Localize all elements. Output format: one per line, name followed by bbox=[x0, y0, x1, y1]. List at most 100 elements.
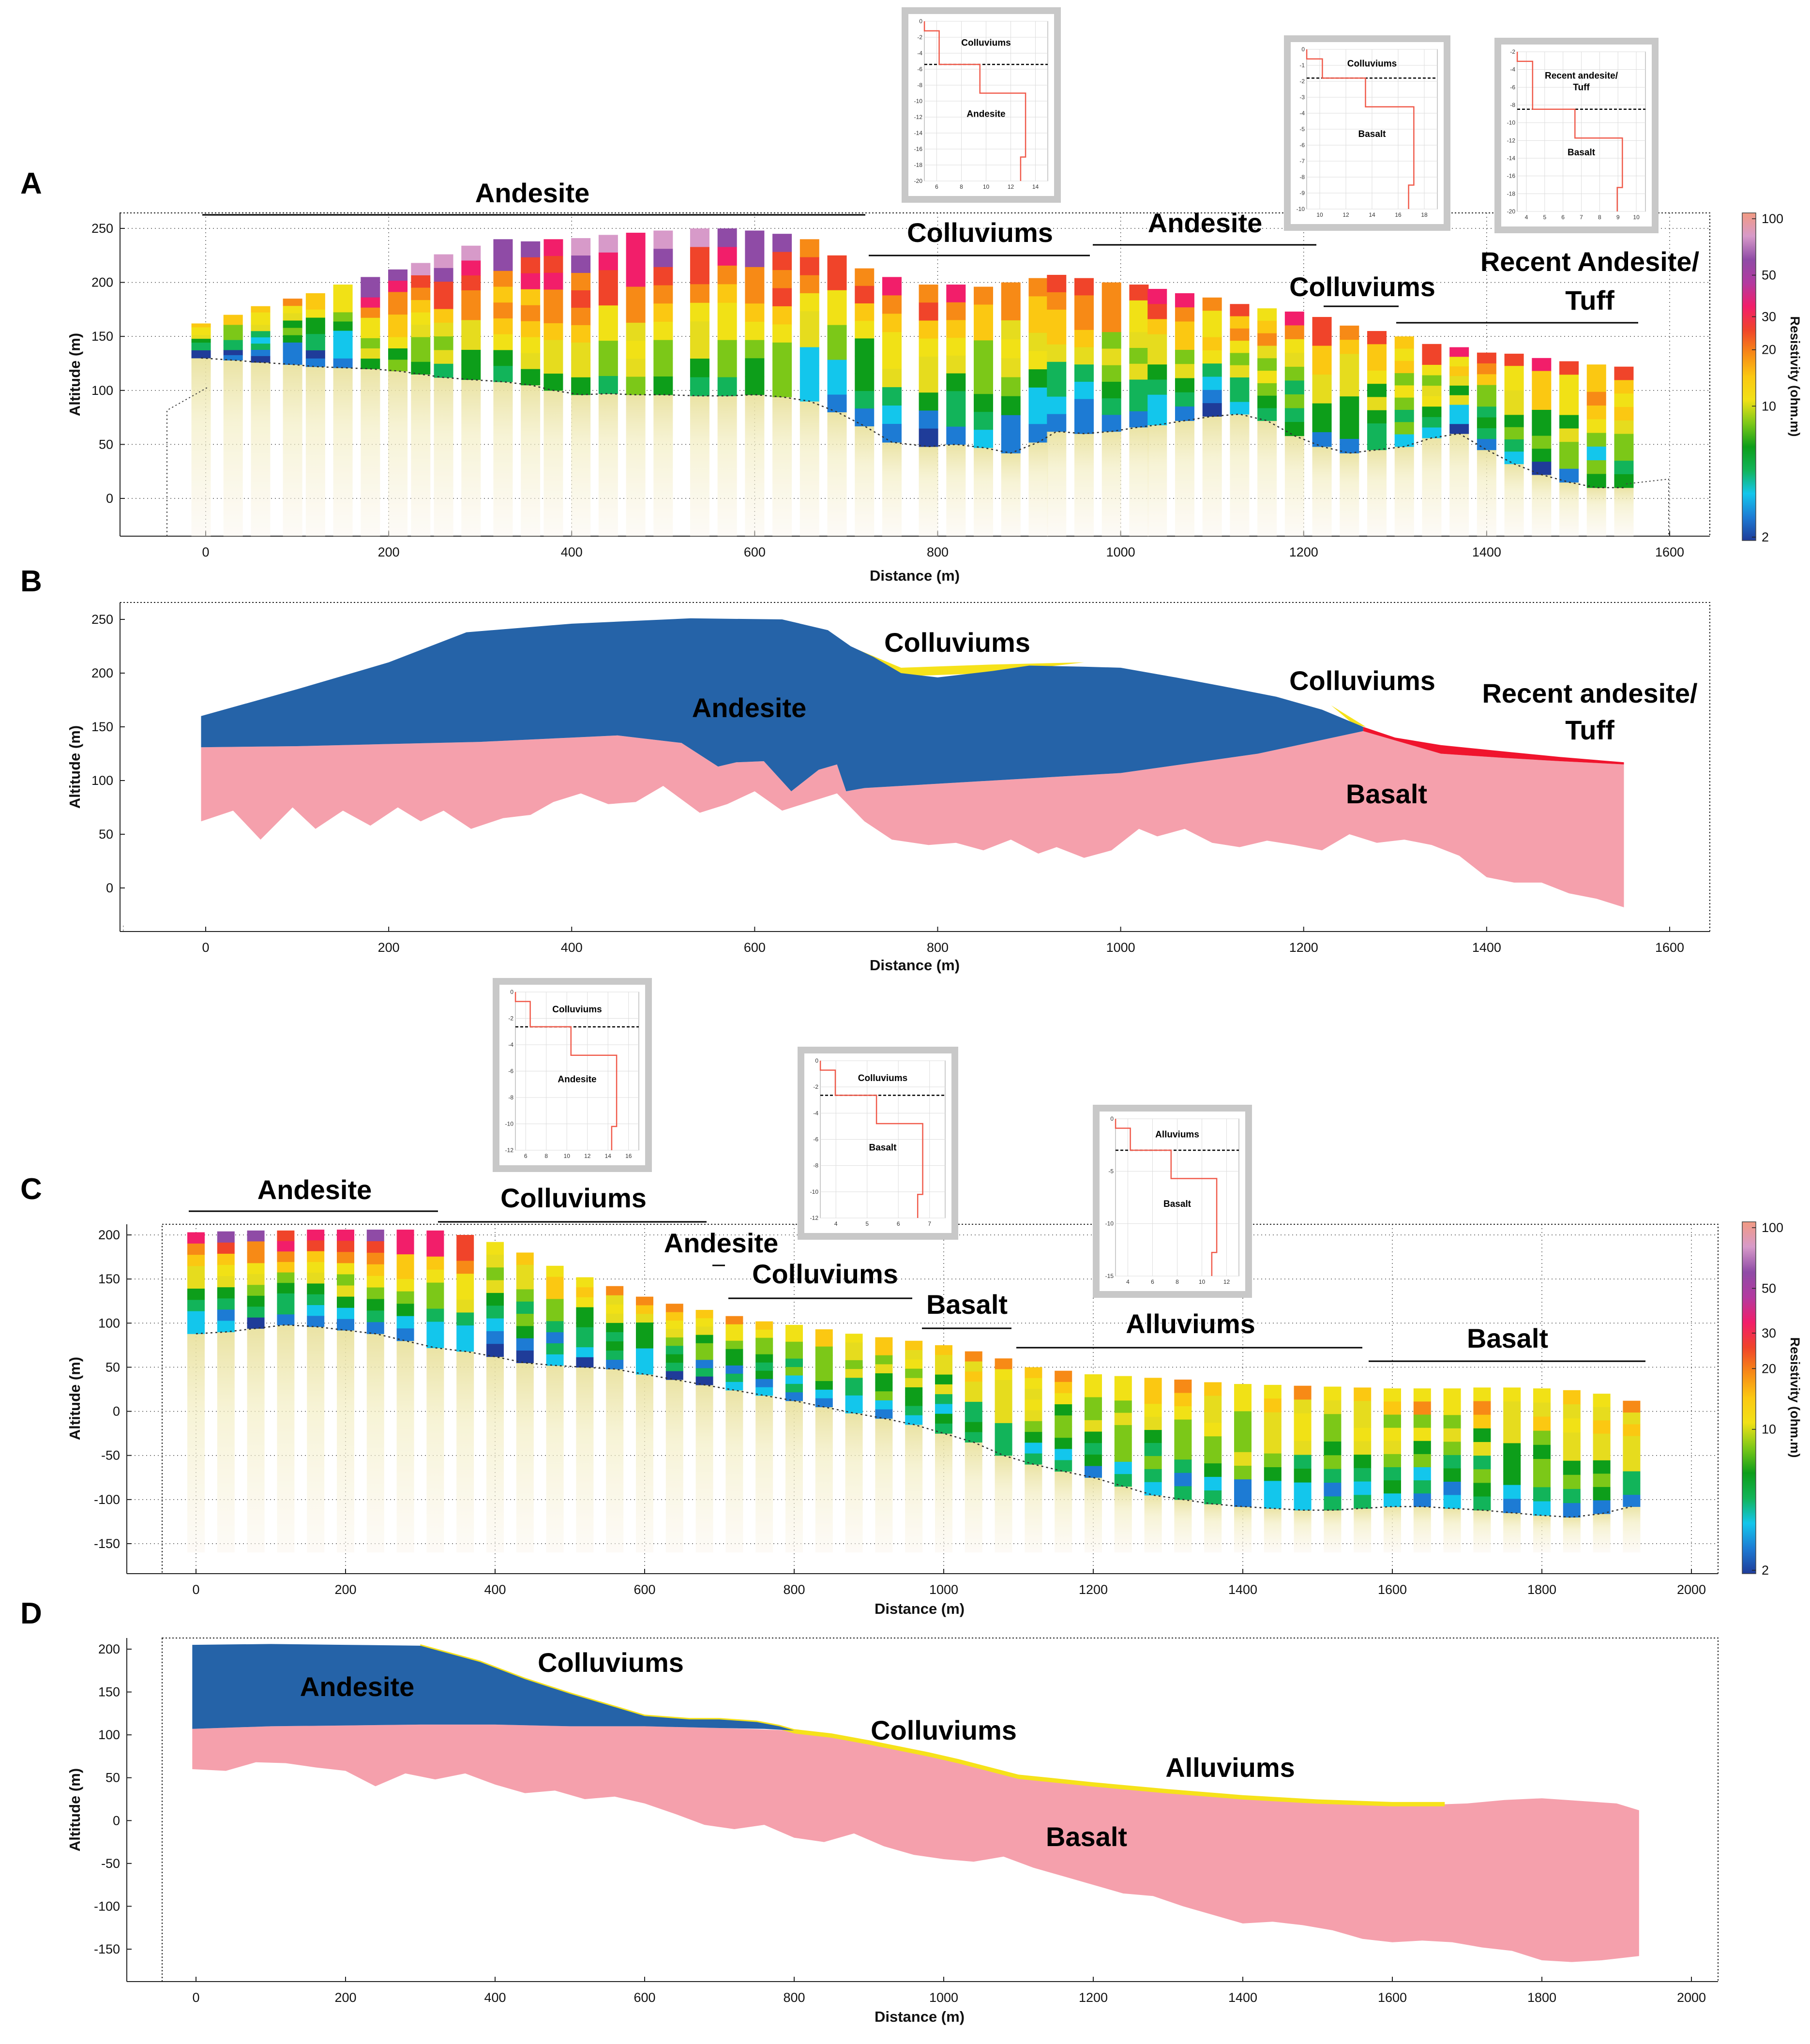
sounding-fade bbox=[396, 1340, 414, 1553]
resistivity-cell bbox=[1532, 409, 1552, 423]
resistivity-cell bbox=[217, 1231, 235, 1243]
resistivity-cell bbox=[1174, 1473, 1192, 1487]
resistivity-cell bbox=[337, 1285, 354, 1297]
resistivity-cell bbox=[855, 303, 875, 321]
resistivity-cell bbox=[1257, 333, 1277, 346]
sounding-column bbox=[1443, 1388, 1461, 1553]
x-tick-label: 0 bbox=[192, 1990, 199, 2005]
resistivity-cell bbox=[1340, 410, 1359, 425]
y-tick-label: 50 bbox=[106, 1771, 120, 1785]
resistivity-cell bbox=[995, 1423, 1012, 1434]
resistivity-cell bbox=[521, 353, 541, 370]
resistivity-cell bbox=[1284, 380, 1304, 395]
sounding-fade bbox=[571, 394, 591, 537]
resistivity-cell bbox=[1074, 416, 1094, 434]
resistivity-cell bbox=[1324, 1441, 1342, 1456]
resistivity-cell bbox=[521, 369, 541, 386]
colorbar-tick-label: 30 bbox=[1762, 310, 1776, 324]
sounding-fade bbox=[516, 1363, 534, 1553]
resistivity-cell bbox=[251, 312, 271, 319]
resistivity-cell bbox=[995, 1401, 1012, 1413]
resistivity-cell bbox=[772, 342, 792, 361]
resistivity-cell bbox=[187, 1255, 205, 1267]
resistivity-cell bbox=[965, 1382, 982, 1392]
inset-y-tick: -10 bbox=[1297, 206, 1305, 212]
resistivity-cell bbox=[1147, 379, 1167, 395]
resistivity-cell bbox=[653, 303, 673, 322]
resistivity-cell bbox=[905, 1340, 923, 1351]
x-tick-label: 1800 bbox=[1527, 1990, 1556, 2005]
resistivity-cell bbox=[217, 1321, 235, 1333]
sounding-column bbox=[456, 1235, 474, 1553]
resistivity-cell bbox=[1324, 1400, 1342, 1414]
panel-c-y-label: Altitude (m) bbox=[66, 1357, 83, 1440]
resistivity-cell bbox=[695, 1318, 713, 1327]
resistivity-cell bbox=[1114, 1461, 1132, 1474]
panel-a-colorbar-label: Resistivity (ohm.m) bbox=[1788, 316, 1802, 436]
resistivity-cell bbox=[919, 302, 938, 321]
sounding-column bbox=[1144, 1378, 1162, 1553]
inset-x-tick: 12 bbox=[584, 1153, 591, 1159]
resistivity-cell bbox=[1563, 1390, 1581, 1405]
resistivity-cell bbox=[1085, 1431, 1102, 1443]
sounding-column bbox=[1174, 1379, 1192, 1553]
resistivity-cell bbox=[1101, 365, 1121, 382]
resistivity-cell bbox=[307, 1230, 325, 1241]
resistivity-cell bbox=[247, 1295, 265, 1307]
resistivity-cell bbox=[1394, 336, 1414, 349]
resistivity-cell bbox=[598, 235, 618, 253]
sounding-fade bbox=[1047, 431, 1067, 537]
resistivity-cell bbox=[283, 299, 302, 306]
resistivity-cell bbox=[1563, 1432, 1581, 1447]
resistivity-cell bbox=[1074, 347, 1094, 365]
panel-b-y-label: Altitude (m) bbox=[66, 725, 83, 809]
resistivity-cell bbox=[1559, 468, 1579, 483]
resistivity-cell bbox=[191, 327, 211, 331]
y-tick-label: 0 bbox=[113, 1404, 120, 1419]
resistivity-cell bbox=[576, 1317, 594, 1328]
sounding-fade bbox=[1257, 421, 1277, 537]
resistivity-cell bbox=[388, 281, 408, 293]
resistivity-cell bbox=[935, 1355, 952, 1365]
sounding-column bbox=[1449, 347, 1469, 537]
x-tick-label: 600 bbox=[744, 545, 766, 559]
resistivity-cell bbox=[690, 302, 709, 322]
resistivity-cell bbox=[974, 376, 994, 394]
resistivity-cell bbox=[1055, 1460, 1072, 1472]
inset-resistivity-profile bbox=[923, 21, 1026, 181]
colluviums-layer-2 bbox=[1331, 705, 1366, 727]
inset-y-tick: -10 bbox=[810, 1188, 819, 1195]
resistivity-cell bbox=[1028, 369, 1048, 388]
resistivity-cell bbox=[1144, 1378, 1162, 1391]
resistivity-cell bbox=[855, 338, 875, 357]
resistivity-cell bbox=[434, 282, 453, 296]
inset-y-tick: -12 bbox=[914, 114, 923, 120]
inset-y-tick: -18 bbox=[1507, 190, 1516, 197]
x-tick-label: 1000 bbox=[1106, 940, 1135, 955]
panel-a-axes: 0 200 400 600 800 1000 1200 1400 1600 2502001501… bbox=[66, 212, 1710, 584]
resistivity-cell bbox=[665, 1371, 683, 1380]
resistivity-cell bbox=[935, 1345, 952, 1355]
resistivity-cell bbox=[653, 230, 673, 249]
resistivity-cell bbox=[1422, 344, 1442, 355]
resistivity-cell bbox=[855, 286, 875, 304]
resistivity-cell bbox=[935, 1384, 952, 1395]
panel-b-x-label: Distance (m) bbox=[870, 957, 960, 974]
panel-d-axes: 0 200 400 600 800 1000 1200 1400 1600 1800 2000 20… bbox=[66, 1638, 1719, 2025]
resistivity-cell bbox=[456, 1274, 474, 1287]
resistivity-cell bbox=[576, 1347, 594, 1358]
sounding-fade bbox=[1449, 434, 1469, 537]
resistivity-cell bbox=[1586, 446, 1606, 461]
resistivity-cell bbox=[576, 1357, 594, 1368]
resistivity-cell bbox=[799, 329, 819, 348]
resistivity-cell bbox=[361, 338, 380, 349]
sounding-column bbox=[882, 277, 902, 537]
inset-bottom-label: Basalt bbox=[1358, 129, 1386, 139]
resistivity-cell bbox=[187, 1232, 205, 1244]
resistivity-cell bbox=[516, 1350, 534, 1363]
resistivity-cell bbox=[946, 391, 966, 409]
resistivity-cell bbox=[1473, 1496, 1491, 1511]
panel-d-geological-model: 0 200 400 600 800 1000 1200 1400 1600 1800 2000 20… bbox=[66, 1638, 1719, 2025]
sounding-fade bbox=[1001, 453, 1021, 537]
